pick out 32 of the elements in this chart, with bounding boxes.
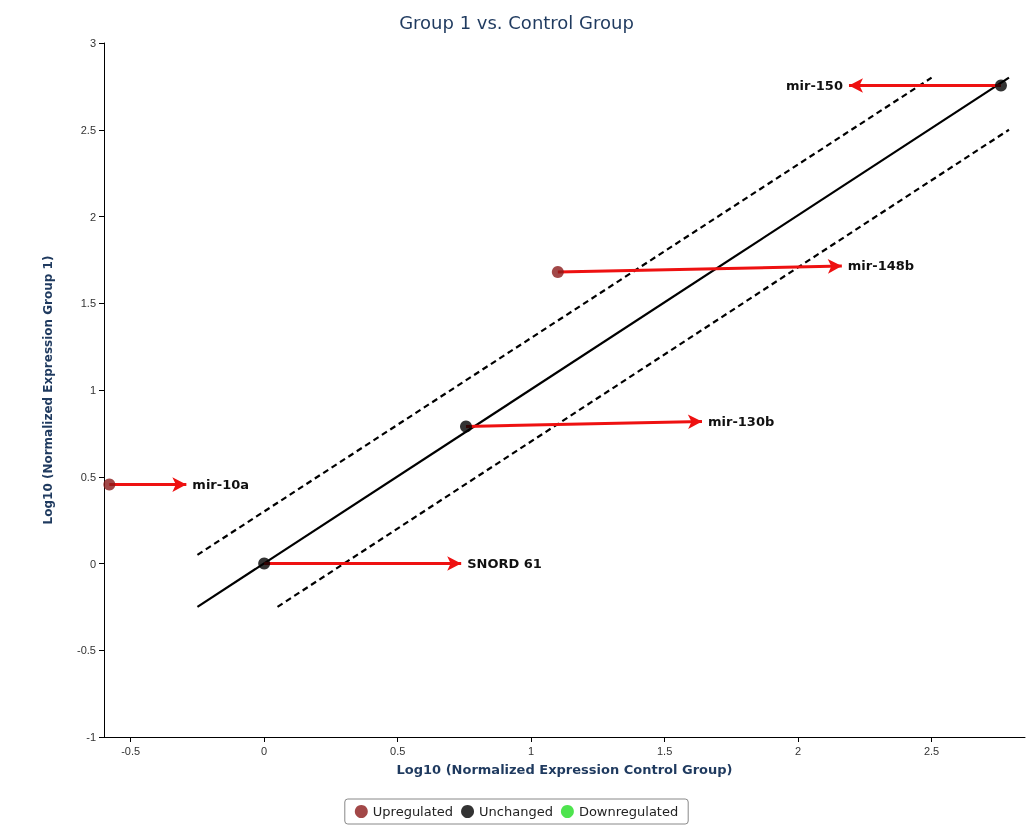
x-tick-label: 2.5: [923, 744, 940, 757]
y-tick-label: 1.5: [80, 297, 96, 310]
annotation: SNORD 61: [467, 556, 542, 571]
x-axis-title: Log10 (Normalized Expression Control Group): [396, 762, 733, 777]
y-tick-label: 0: [89, 557, 96, 570]
y-tick-label: -1: [86, 731, 96, 743]
y-tick-label: 0.5: [80, 470, 96, 483]
point: [994, 79, 1007, 92]
x-tick-label: 0.5: [390, 744, 406, 757]
annotation: mir-130b: [707, 413, 775, 429]
annotation: mir-148b: [847, 258, 915, 274]
y-tick-label: 2: [89, 210, 96, 223]
point: [103, 478, 116, 491]
y-tick-label: 2.5: [80, 123, 96, 136]
point: [460, 420, 472, 433]
point: [258, 557, 271, 570]
legend-label: Downregulated: [578, 804, 679, 819]
point: [551, 266, 564, 279]
y-tick-label: 1: [89, 384, 96, 396]
annotation: mir-10a: [192, 477, 250, 493]
x-tick-label: -0.5: [121, 744, 141, 757]
chart-title: Group 1 vs. Control Group: [399, 11, 634, 33]
legend-label: Unchanged: [479, 804, 553, 819]
x-tick-label: 1: [528, 744, 535, 757]
x-tick-label: 0: [261, 744, 268, 757]
y-axis-title: Log10 (Normalized Expression Group 1): [41, 255, 55, 525]
x-tick-label: 1.5: [656, 744, 673, 757]
y-tick-label: -0.5: [77, 644, 96, 657]
legend-label: Upregulated: [372, 804, 454, 819]
x-tick-label: 2: [795, 744, 802, 757]
y-tick-label: 3: [89, 37, 96, 49]
annotation: mir-150: [786, 78, 843, 94]
